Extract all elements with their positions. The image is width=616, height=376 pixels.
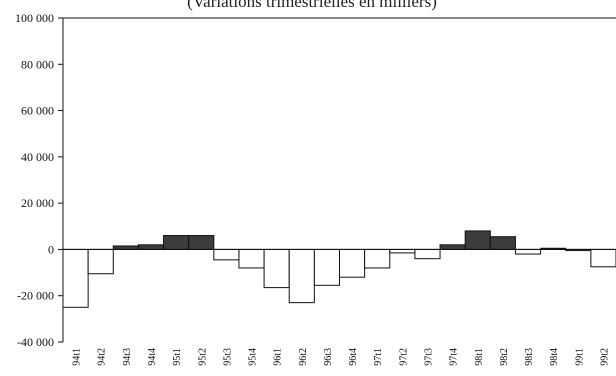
x-tick-label: 96t4: [348, 348, 359, 366]
bar-95t3: [213, 248, 240, 261]
x-tick-label: 98t4: [549, 348, 560, 366]
bar-99t2: [590, 248, 616, 268]
chart-title: (Variations trimestrielles en milliers): [187, 0, 437, 11]
x-tick-label: 99t1: [574, 348, 585, 366]
y-tick-label: 100 000: [15, 11, 54, 25]
bar-95t2: [188, 235, 215, 250]
x-tick-label: 94t1: [72, 348, 83, 366]
bar-95t1: [163, 235, 190, 250]
bar-97t1: [364, 248, 391, 269]
x-tick-label: 94t3: [122, 348, 133, 366]
x-tick-label: 98t3: [524, 348, 535, 366]
x-tick-label: 97t4: [449, 348, 460, 366]
bar-98t3: [514, 248, 542, 255]
x-tick-label: 97t2: [398, 348, 409, 366]
bar-96t2: [288, 248, 315, 304]
x-tick-label: 98t2: [499, 348, 510, 366]
x-tick-label: 96t3: [323, 348, 334, 366]
bar-94t1: [62, 248, 89, 308]
bar-98t2: [489, 236, 516, 250]
bar-94t2: [87, 248, 114, 275]
bar-96t3: [313, 248, 341, 286]
bar-94t4: [137, 244, 165, 250]
bar-97t4: [439, 244, 466, 250]
bar-96t4: [339, 248, 366, 278]
y-tick-label: 20 000: [21, 196, 54, 210]
x-tick-label: 96t1: [273, 348, 284, 366]
y-tick-label: 80 000: [21, 57, 54, 71]
x-tick-label: 95t4: [248, 348, 259, 366]
x-tick-label: 95t2: [197, 348, 208, 366]
x-tick-label: 94t4: [147, 348, 158, 366]
x-tick-label: 95t1: [172, 348, 183, 366]
y-tick-label: 0: [48, 242, 54, 256]
x-tick-label: 98t1: [474, 348, 485, 366]
x-tick-label: 97t3: [423, 348, 434, 366]
y-tick-label: -40 000: [17, 335, 54, 349]
x-tick-label: 96t2: [298, 348, 309, 366]
bar-95t4: [238, 248, 265, 269]
y-tick-label: -20 000: [17, 289, 54, 303]
bar-96t1: [263, 248, 290, 289]
y-axis: -40 000 -20 000 0 20 000 40 000 60 000 80 000 1…: [15, 11, 64, 349]
y-tick-label: 40 000: [21, 150, 54, 164]
y-tick-label: 60 000: [21, 104, 54, 118]
bar-98t1: [464, 230, 491, 250]
x-tick-label: 94t2: [97, 348, 108, 366]
x-axis: 94t1 94t2 94t3 94t4 95t1 95t2 95t3 95t4 96t1 96t2…: [72, 348, 611, 366]
x-tick-label: 99t2: [599, 348, 610, 366]
x-tick-label: 95t3: [222, 348, 233, 366]
bars-group: [62, 230, 616, 308]
x-tick-label: 97t1: [373, 348, 384, 366]
bar-97t3: [414, 248, 441, 260]
